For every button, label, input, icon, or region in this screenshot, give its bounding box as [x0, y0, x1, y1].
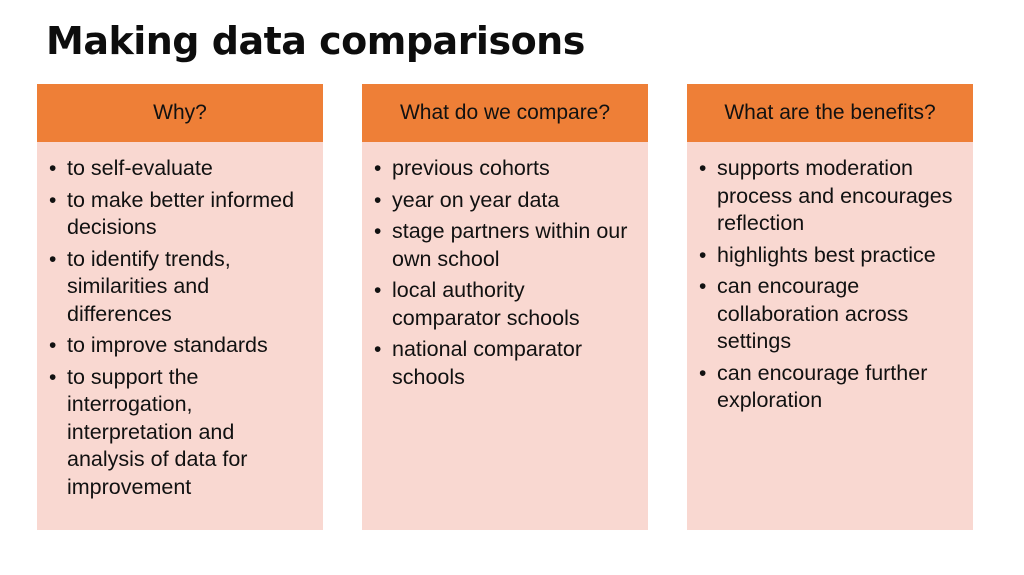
bullet-text: year on year data	[392, 187, 560, 212]
bullet-item: • to make better informed decisions	[49, 187, 309, 242]
card-header-label: What are the benefits?	[724, 101, 936, 124]
bullet-icon: •	[49, 188, 57, 212]
bullet-item: • stage partners within our own school	[374, 218, 634, 273]
card-header-label: Why?	[153, 101, 207, 124]
bullet-list: • previous cohorts • year on year data •…	[362, 142, 648, 391]
bullet-item: • previous cohorts	[374, 155, 634, 183]
card-header: What are the benefits?	[687, 84, 973, 142]
bullet-list: • supports moderation process and encour…	[687, 142, 973, 415]
bullet-icon: •	[374, 220, 382, 243]
bullet-text: to identify trends, similarities and dif…	[67, 246, 231, 326]
bullet-item: • can encourage further exploration	[699, 360, 959, 415]
bullet-icon: •	[699, 361, 707, 385]
card-benefits: What are the benefits? • supports modera…	[687, 84, 973, 530]
bullet-item: • supports moderation process and encour…	[699, 155, 959, 238]
card-header: What do we compare?	[362, 84, 648, 142]
bullet-icon: •	[49, 365, 57, 389]
bullet-item: • to identify trends, similarities and d…	[49, 246, 309, 329]
bullet-icon: •	[374, 157, 382, 180]
bullet-icon: •	[374, 188, 382, 212]
bullet-text: stage partners within our own school	[392, 219, 628, 271]
card-header-label: What do we compare?	[399, 101, 611, 124]
bullet-item: • local authority comparator schools	[374, 277, 634, 332]
card-what-compare: What do we compare? • previous cohorts •…	[362, 84, 648, 530]
bullet-icon: •	[699, 275, 707, 298]
bullet-text: to make better informed decisions	[67, 187, 295, 240]
bullet-icon: •	[699, 243, 707, 267]
bullet-icon: •	[699, 157, 707, 180]
bullet-text: to improve standards	[67, 333, 268, 357]
bullet-text: national comparator schools	[392, 337, 583, 389]
bullet-item: • can encourage collaboration across set…	[699, 273, 959, 356]
bullet-icon: •	[374, 338, 382, 361]
card-header: Why?	[37, 84, 323, 142]
bullet-text: can encourage collaboration across setti…	[717, 274, 909, 353]
bullet-item: • to self-evaluate	[49, 155, 309, 183]
bullet-text: to self-evaluate	[67, 156, 213, 180]
bullet-item: • to support the interrogation, interpre…	[49, 364, 309, 502]
bullet-text: highlights best practice	[717, 242, 936, 267]
bullet-item: • to improve standards	[49, 332, 309, 360]
bullet-icon: •	[49, 157, 57, 180]
bullet-item: • year on year data	[374, 187, 634, 215]
bullet-text: can encourage further exploration	[717, 360, 928, 413]
bullet-item: • national comparator schools	[374, 336, 634, 391]
bullet-icon: •	[49, 247, 57, 271]
bullet-list: • to self-evaluate • to make better info…	[37, 142, 323, 501]
bullet-text: to support the interrogation, interpreta…	[67, 364, 248, 499]
bullet-icon: •	[374, 279, 382, 302]
card-why: Why? • to self-evaluate • to make better…	[37, 84, 323, 530]
bullet-icon: •	[49, 334, 57, 357]
bullet-text: supports moderation process and encourag…	[717, 156, 953, 235]
bullet-item: • highlights best practice	[699, 242, 959, 270]
bullet-text: previous cohorts	[392, 156, 550, 180]
slide-title: Making data comparisons	[46, 19, 585, 63]
bullet-text: local authority comparator schools	[392, 278, 580, 330]
